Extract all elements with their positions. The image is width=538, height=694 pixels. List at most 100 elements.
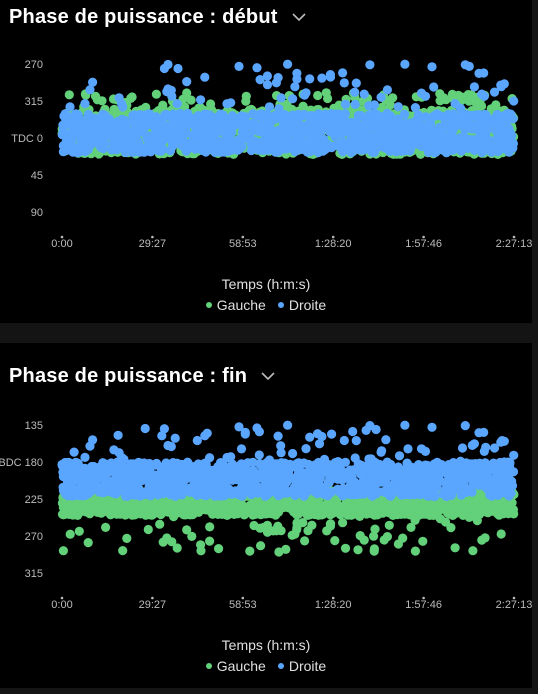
legend-label-droite: Droite xyxy=(288,658,327,674)
point-droite xyxy=(135,147,145,157)
point-gauche xyxy=(466,90,476,100)
point-gauche xyxy=(101,522,111,532)
point-droite xyxy=(219,146,229,156)
point-gauche xyxy=(83,538,93,548)
point-droite xyxy=(159,63,169,74)
point-droite xyxy=(394,451,405,461)
point-droite xyxy=(356,134,366,144)
point-gauche xyxy=(300,536,310,546)
point-droite xyxy=(77,125,87,135)
point-gauche xyxy=(496,529,506,539)
x-tick-mark xyxy=(422,235,425,239)
point-droite xyxy=(368,118,378,128)
legend-item-gauche[interactable]: Gauche xyxy=(205,658,266,674)
legend-item-droite[interactable]: Droite xyxy=(277,297,326,313)
point-droite xyxy=(252,63,262,73)
point-gauche xyxy=(245,546,255,556)
point-droite xyxy=(499,79,509,89)
point-droite xyxy=(255,75,265,85)
x-tick-label: 2:27:13 xyxy=(496,599,532,611)
point-gauche xyxy=(410,546,420,556)
point-droite xyxy=(158,144,168,154)
point-droite xyxy=(372,110,382,120)
point-droite xyxy=(240,429,250,439)
point-droite xyxy=(146,141,157,151)
point-droite xyxy=(501,479,511,490)
point-droite xyxy=(380,132,390,142)
point-droite xyxy=(480,131,490,141)
point-droite xyxy=(505,458,515,468)
point-gauche xyxy=(162,533,172,543)
point-droite xyxy=(187,474,197,484)
point-gauche xyxy=(239,502,249,512)
chevron-down-icon[interactable] xyxy=(257,366,279,388)
point-droite xyxy=(65,102,75,112)
point-droite xyxy=(173,63,183,74)
point-droite xyxy=(210,136,220,146)
point-droite xyxy=(105,131,116,141)
x-tick-mark xyxy=(151,596,154,600)
point-droite xyxy=(132,486,142,496)
point-droite xyxy=(62,463,72,473)
point-droite xyxy=(192,435,202,446)
point-droite xyxy=(422,491,432,501)
point-droite xyxy=(189,116,199,126)
point-droite xyxy=(234,490,244,500)
point-gauche xyxy=(330,536,340,546)
x-tick-label: 29:27 xyxy=(139,599,167,611)
point-droite xyxy=(60,482,70,492)
point-droite xyxy=(351,78,361,88)
point-gauche xyxy=(330,500,340,511)
point-droite xyxy=(314,439,325,449)
point-droite xyxy=(432,482,442,492)
point-droite xyxy=(233,116,243,126)
x-tick-mark xyxy=(512,596,516,600)
point-droite xyxy=(268,467,279,477)
point-droite xyxy=(441,148,452,158)
point-droite xyxy=(435,467,445,477)
point-droite xyxy=(76,489,86,499)
point-gauche xyxy=(290,503,300,513)
point-droite xyxy=(85,85,95,95)
point-gauche xyxy=(125,501,135,512)
point-droite xyxy=(387,466,397,476)
point-droite xyxy=(143,469,153,479)
point-droite xyxy=(102,121,112,131)
point-gauche xyxy=(305,510,315,520)
point-droite xyxy=(175,112,185,122)
point-gauche xyxy=(292,523,302,533)
point-droite xyxy=(348,426,358,437)
point-droite xyxy=(323,120,333,130)
point-gauche xyxy=(108,499,118,510)
legend-item-droite[interactable]: Droite xyxy=(277,658,327,674)
point-droite xyxy=(276,93,286,103)
point-droite xyxy=(107,465,117,475)
point-droite xyxy=(98,138,108,148)
chevron-down-icon[interactable] xyxy=(288,7,310,29)
point-gauche xyxy=(313,90,323,101)
point-droite xyxy=(272,486,282,497)
point-droite xyxy=(94,463,104,473)
point-droite xyxy=(159,130,169,140)
point-droite xyxy=(460,421,470,431)
point-droite xyxy=(140,489,150,500)
point-droite xyxy=(71,109,81,119)
point-droite xyxy=(155,468,166,478)
point-droite xyxy=(454,141,464,151)
point-gauche xyxy=(241,91,251,101)
point-droite xyxy=(283,59,293,69)
point-droite xyxy=(238,468,248,478)
point-droite xyxy=(448,109,458,119)
point-gauche xyxy=(384,520,394,530)
legend-item-gauche[interactable]: Gauche xyxy=(205,297,266,313)
point-droite xyxy=(345,126,355,136)
point-droite xyxy=(455,103,466,113)
point-gauche xyxy=(262,520,272,530)
point-droite xyxy=(399,109,410,119)
point-droite xyxy=(337,129,347,139)
point-droite xyxy=(393,466,403,476)
x-tick-label: 58:53 xyxy=(229,599,257,611)
point-gauche xyxy=(448,509,458,519)
point-droite xyxy=(424,147,434,157)
